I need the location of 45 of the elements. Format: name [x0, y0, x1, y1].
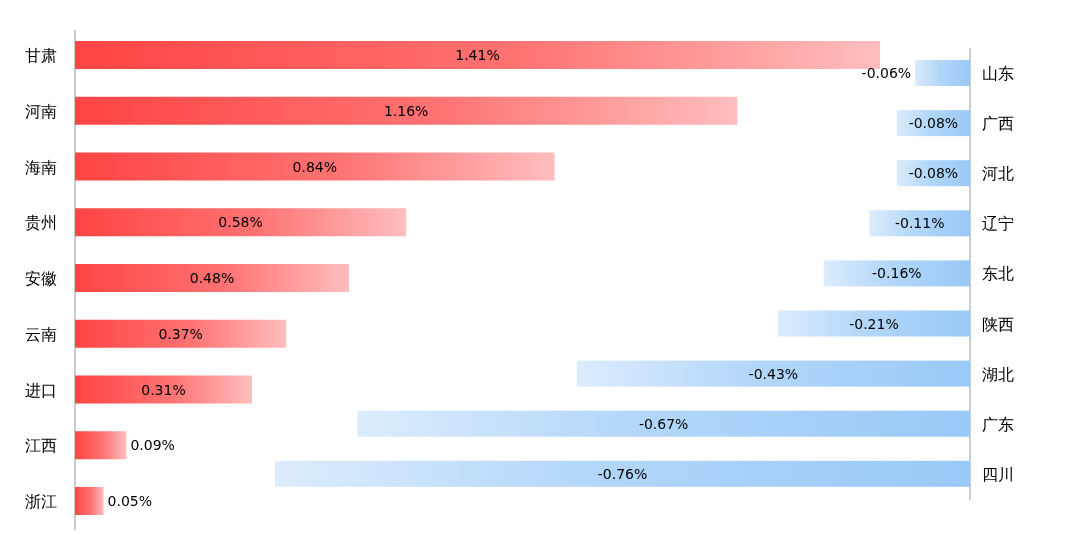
data-label: -0.43% [748, 365, 799, 382]
y-tick-label: 甘肃 [25, 46, 57, 65]
y-tick-label: 河北 [982, 164, 1014, 184]
y-tick-label: 广西 [982, 114, 1014, 134]
data-label: 0.05% [107, 493, 153, 509]
bar [75, 41, 880, 69]
y-tick-label: 海南 [25, 157, 57, 177]
data-label: -0.67% [638, 415, 689, 432]
y-tick-label: 东北 [982, 264, 1014, 284]
y-tick-label: 四川 [982, 464, 1014, 484]
data-label: -0.08% [908, 165, 959, 182]
bar [75, 264, 350, 292]
bar [75, 319, 287, 348]
bar [75, 152, 555, 181]
data-label: 1.41% [455, 47, 500, 63]
y-tick-label: 山东 [982, 64, 1014, 83]
bar [75, 487, 104, 515]
y-tick-label: 江西 [25, 436, 57, 456]
y-tick-label: 辽宁 [982, 214, 1014, 234]
data-label: -0.06% [861, 65, 912, 81]
y-tick-label: 广东 [982, 414, 1014, 434]
data-label: 0.84% [292, 158, 338, 175]
y-tick-label: 浙江 [25, 492, 57, 511]
data-label: 0.31% [141, 381, 186, 398]
y-tick-label: 云南 [25, 324, 57, 344]
data-label: 0.37% [158, 325, 203, 342]
bar [75, 96, 738, 125]
bar [75, 375, 252, 404]
y-tick-label: 湖北 [982, 364, 1014, 384]
y-tick-label: 河南 [25, 101, 57, 121]
data-label: -0.76% [597, 465, 648, 482]
bar [75, 208, 407, 237]
bar [75, 431, 127, 460]
data-label: 0.58% [218, 214, 263, 231]
data-label: 0.09% [130, 437, 175, 454]
y-tick-label: 进口 [25, 380, 57, 400]
y-tick-label: 安徽 [25, 269, 57, 288]
y-tick-label: 贵州 [25, 213, 57, 233]
data-label: -0.08% [908, 115, 959, 132]
data-label: 0.48% [189, 270, 235, 286]
data-label: 1.16% [383, 102, 429, 119]
data-label: -0.21% [849, 315, 899, 332]
y-tick-label: 陕西 [982, 314, 1014, 334]
data-label: -0.16% [872, 265, 922, 282]
data-label: -0.11% [894, 215, 945, 232]
